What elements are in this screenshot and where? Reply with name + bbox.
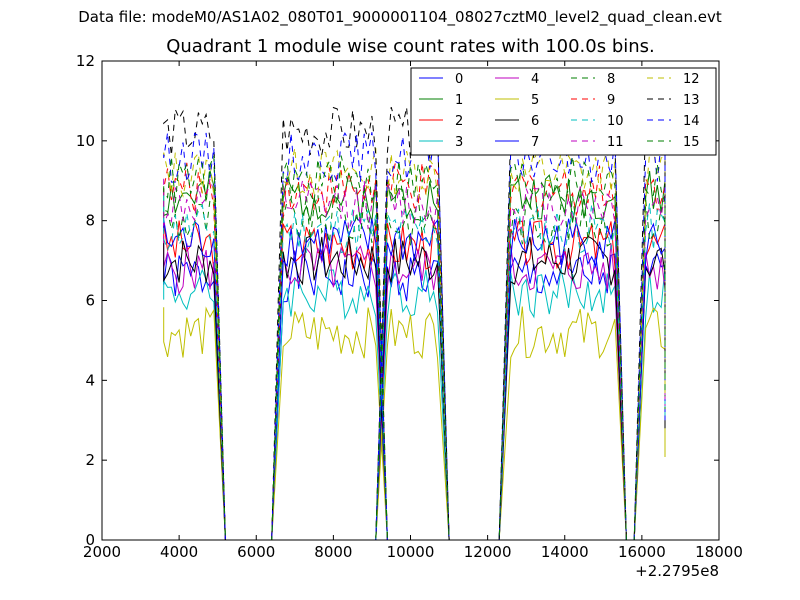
x-tick-label: 12000	[464, 543, 512, 561]
legend-label-9: 9	[607, 93, 615, 108]
series-line-3	[163, 266, 666, 541]
series-line-13	[163, 106, 666, 541]
series-line-15	[163, 155, 666, 541]
legend-label-1: 1	[455, 93, 463, 108]
x-tick-label: 4000	[160, 543, 198, 561]
legend-label-10: 10	[607, 114, 624, 129]
legend-label-5: 5	[531, 93, 539, 108]
figure-suptitle: Data file: modeM0/AS1A02_080T01_90000011…	[78, 8, 722, 26]
legend-label-11: 11	[607, 135, 624, 150]
legend-label-4: 4	[531, 72, 539, 87]
x-tick-label: 2000	[83, 543, 121, 561]
x-tick-label: 16000	[618, 543, 666, 561]
y-tick-label: 10	[76, 132, 95, 150]
legend-label-2: 2	[455, 114, 463, 129]
y-tick-label: 8	[85, 212, 95, 230]
legend-label-14: 14	[683, 114, 700, 129]
series-line-8	[163, 194, 666, 541]
chart-title: Quadrant 1 module wise count rates with …	[166, 36, 655, 57]
series-line-10	[163, 194, 666, 541]
series-line-1	[163, 170, 666, 541]
series-line-2	[163, 220, 666, 541]
x-tick-label: 18000	[695, 543, 743, 561]
plot-lines	[163, 106, 666, 541]
x-tick-label: 8000	[314, 543, 352, 561]
x-axis-offset: +2.2795e8	[635, 562, 719, 580]
x-tick-label: 6000	[237, 543, 275, 561]
legend-label-6: 6	[531, 114, 539, 129]
y-tick-label: 2	[85, 451, 95, 469]
y-tick-label: 4	[85, 371, 95, 389]
legend-label-3: 3	[455, 135, 463, 150]
x-axis: 2000 4000 6000 8000 10000 12000 14000 16000 1800…	[83, 61, 743, 561]
legend-label-0: 0	[455, 72, 463, 87]
legend-label-15: 15	[683, 135, 700, 150]
series-line-9	[163, 162, 666, 541]
legend-box	[410, 67, 717, 156]
x-tick-label: 14000	[541, 543, 589, 561]
y-tick-label: 12	[76, 52, 95, 70]
legend-label-7: 7	[531, 135, 539, 150]
y-tick-label: 0	[85, 531, 95, 549]
legend-label-8: 8	[607, 72, 615, 87]
legend-label-13: 13	[683, 93, 700, 108]
series-line-11	[163, 178, 666, 541]
y-tick-label: 6	[85, 292, 95, 310]
legend-label-12: 12	[683, 72, 700, 87]
series-line-5	[163, 306, 666, 541]
x-tick-label: 10000	[387, 543, 435, 561]
